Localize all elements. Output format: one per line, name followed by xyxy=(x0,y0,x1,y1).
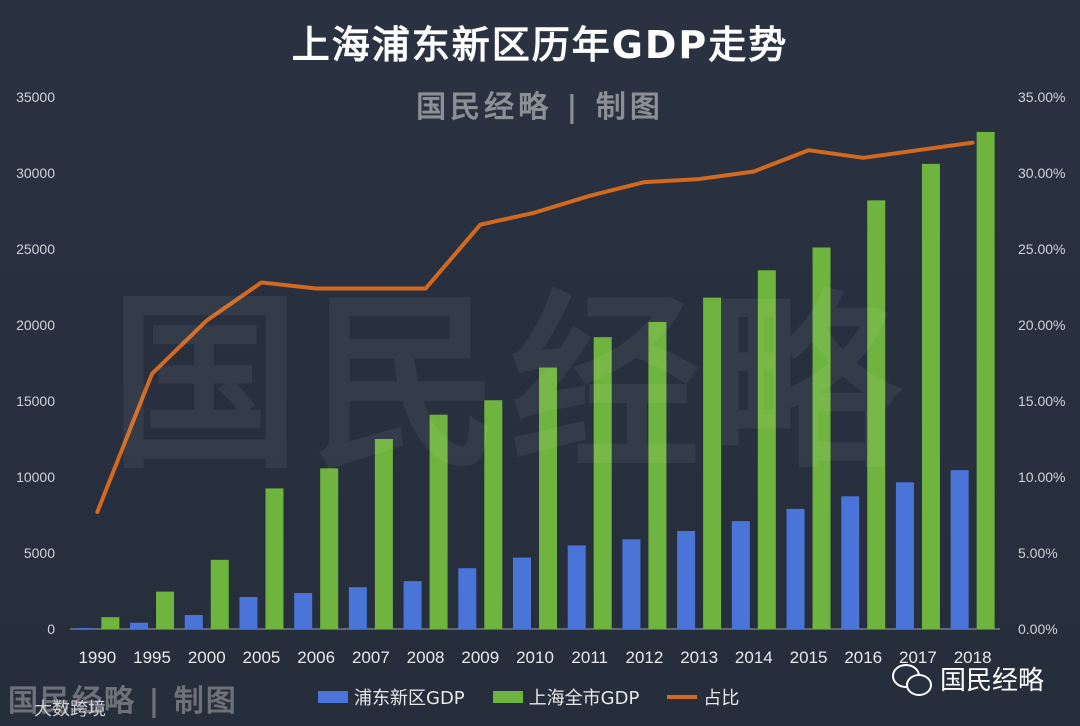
y-left-tick-label: 30000 xyxy=(16,165,55,181)
bar-pudong-gdp xyxy=(403,581,422,629)
bar-shanghai-gdp xyxy=(484,400,503,629)
chart-subtitle: 国民经略 | 制图 xyxy=(416,90,664,125)
y-left-tick-label: 20000 xyxy=(16,317,55,333)
y-right-tick-label: 20.00% xyxy=(1018,317,1065,333)
x-tick-label: 2012 xyxy=(625,648,663,667)
bar-pudong-gdp xyxy=(513,557,531,629)
y-right-tick-label: 10.00% xyxy=(1018,469,1065,485)
bar-shanghai-gdp xyxy=(156,591,175,629)
bar-shanghai-gdp xyxy=(265,488,284,629)
y-left-tick-label: 5000 xyxy=(24,545,55,561)
y-right-tick-label: 0.00% xyxy=(1018,621,1058,637)
wechat-icon xyxy=(891,663,932,696)
bar-pudong-gdp xyxy=(294,593,313,629)
y-left-tick-label: 10000 xyxy=(16,469,55,485)
brand: 国民经略 xyxy=(891,660,1044,697)
x-tick-label: 2000 xyxy=(188,648,226,667)
x-tick-label: 2009 xyxy=(461,648,499,667)
bar-pudong-gdp xyxy=(622,539,641,629)
x-tick-label: 2014 xyxy=(735,648,773,667)
brand-name: 国民经略 xyxy=(939,666,1044,696)
x-tick-label: 2008 xyxy=(407,648,445,667)
legend-label-ratio: 占比 xyxy=(703,688,740,709)
footer-source: 大数跨境 xyxy=(34,699,106,720)
y-left-tick-label: 25000 xyxy=(16,241,55,257)
bar-shanghai-gdp xyxy=(101,617,120,629)
bar-pudong-gdp xyxy=(950,470,969,629)
legend-swatch-ratio xyxy=(667,695,698,699)
legend-item-ratio: 占比 xyxy=(667,684,739,710)
x-tick-label: 2017 xyxy=(899,648,937,667)
x-tick-label: 2011 xyxy=(571,648,608,667)
bar-shanghai-gdp xyxy=(374,439,393,629)
y-right-tick-label: 15.00% xyxy=(1018,393,1065,409)
bar-pudong-gdp xyxy=(677,530,696,629)
bar-pudong-gdp xyxy=(786,508,805,629)
bar-shanghai-gdp xyxy=(757,270,776,629)
legend-swatch-pudong xyxy=(318,691,348,703)
y-right-tick-label: 35.00% xyxy=(1018,89,1065,105)
bar-pudong-gdp xyxy=(130,622,149,629)
bar-shanghai-gdp xyxy=(539,367,557,629)
x-tick-label: 2015 xyxy=(790,648,828,667)
bar-pudong-gdp xyxy=(348,587,367,629)
x-tick-label: 2005 xyxy=(243,648,281,667)
bar-shanghai-gdp xyxy=(320,468,339,629)
bar-pudong-gdp xyxy=(239,596,258,629)
y-left-tick-label: 0 xyxy=(47,621,55,637)
bar-shanghai-gdp xyxy=(593,337,612,629)
bar-pudong-gdp xyxy=(895,482,914,629)
bar-shanghai-gdp xyxy=(210,559,229,629)
x-tick-label: 1990 xyxy=(78,648,116,667)
bar-shanghai-gdp xyxy=(429,414,448,629)
legend-item-pudong: 浦东新区GDP xyxy=(318,684,465,710)
bar-pudong-gdp xyxy=(567,545,586,629)
bar-shanghai-gdp xyxy=(921,163,940,629)
bar-pudong-gdp xyxy=(458,568,477,629)
bar-shanghai-gdp xyxy=(976,131,995,629)
chart-legend: 浦东新区GDP 上海全市GDP 占比 xyxy=(318,684,739,710)
bar-shanghai-gdp xyxy=(812,247,831,630)
bar-pudong-gdp xyxy=(731,521,750,629)
footer-credit: 国民经略 | 制图 xyxy=(8,684,238,719)
legend-label-shanghai: 上海全市GDP xyxy=(528,688,640,709)
legend-item-shanghai: 上海全市GDP xyxy=(492,684,640,710)
bar-shanghai-gdp xyxy=(648,321,667,629)
y-right-tick-label: 30.00% xyxy=(1018,165,1065,181)
legend-swatch-shanghai xyxy=(492,691,523,703)
x-tick-label: 2010 xyxy=(516,648,554,667)
bar-pudong-gdp xyxy=(841,496,860,629)
bar-shanghai-gdp xyxy=(867,200,886,630)
x-tick-label: 2007 xyxy=(352,648,390,667)
y-left-tick-label: 35000 xyxy=(16,89,55,105)
y-right-tick-label: 5.00% xyxy=(1018,545,1058,561)
y-left-tick-label: 15000 xyxy=(16,393,55,409)
x-tick-label: 1995 xyxy=(133,648,171,667)
x-tick-label: 2006 xyxy=(297,648,335,667)
y-right-tick-label: 25.00% xyxy=(1018,241,1065,257)
x-tick-label: 2016 xyxy=(844,648,882,667)
bar-pudong-gdp xyxy=(75,628,94,629)
background-watermark: 国民经略 xyxy=(110,272,911,495)
chart-title: 上海浦东新区历年GDP走势 xyxy=(291,23,789,67)
legend-label-pudong: 浦东新区GDP xyxy=(354,688,465,709)
bar-shanghai-gdp xyxy=(703,297,722,629)
bar-pudong-gdp xyxy=(184,615,203,629)
x-tick-label: 2018 xyxy=(954,648,992,667)
x-tick-label: 2013 xyxy=(680,648,718,667)
